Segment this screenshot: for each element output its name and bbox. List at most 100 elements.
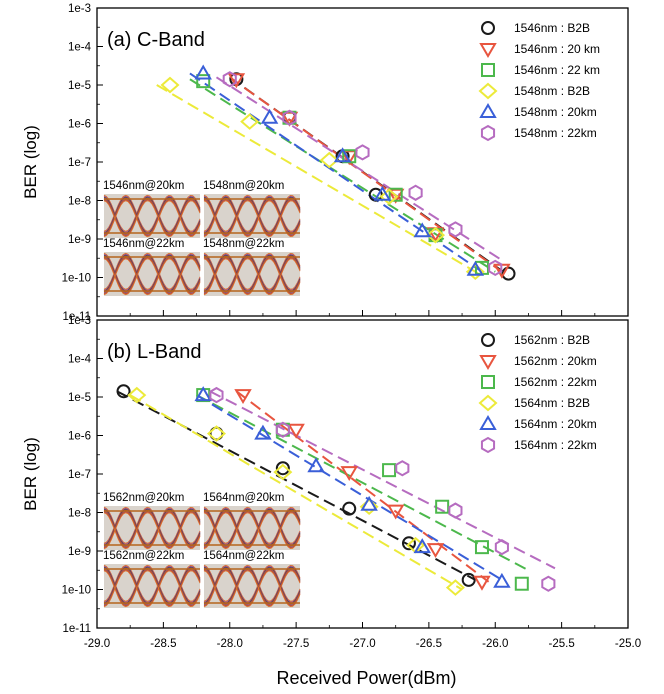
eye-diagram: [103, 252, 201, 296]
fit-line: [215, 76, 503, 262]
legend-marker: [481, 333, 495, 347]
legend-marker: [479, 415, 497, 430]
data-point: [355, 144, 370, 161]
eye-diagram-label: 1564nm@22km: [203, 550, 284, 562]
legend-label: 1548nm : B2B: [514, 84, 590, 98]
eye-diagram: [203, 506, 301, 550]
panel-title: (b) L-Band: [107, 341, 202, 363]
legend-label: 1564nm : 22km: [514, 438, 597, 452]
y-tick-label: 1e-3: [68, 3, 91, 15]
data-point: [465, 263, 485, 281]
y-tick-label: 1e-4: [68, 42, 92, 54]
data-point: [445, 579, 465, 596]
data-point: [388, 187, 403, 202]
data-point: [541, 575, 556, 592]
data-point: [426, 543, 445, 559]
legend-label: 1564nm : 20km: [514, 417, 597, 431]
legend-marker: [479, 355, 497, 370]
data-point: [273, 463, 293, 481]
y-tick-label: 1e-4: [68, 354, 92, 366]
panel-l-band: 1e-3 1e-4 1e-5 1e-6 1e-7 1e-8 1e-9 1e-10 1e-11 BE…: [21, 315, 629, 635]
data-point: [379, 188, 399, 205]
data-point: [234, 389, 252, 405]
eye-diagram: [203, 194, 301, 238]
fit-line: [189, 72, 483, 273]
eye-diagram: [203, 252, 301, 296]
y-tick-label: 1e-6: [68, 431, 91, 443]
data-point: [196, 74, 211, 89]
legend-label: 1562nm : 20km: [514, 354, 597, 368]
data-point: [473, 575, 491, 591]
data-point: [488, 259, 503, 277]
x-tick-label: -27.5: [283, 638, 309, 650]
y-tick-label: 1e-11: [62, 311, 91, 323]
data-point: [466, 260, 485, 276]
data-point: [373, 185, 392, 201]
eye-diagram-trace: [103, 258, 201, 296]
legend-marker: [479, 103, 497, 118]
legend-marker: [481, 375, 495, 389]
y-tick-label: 1e-7: [68, 157, 91, 169]
legend-marker: [481, 63, 495, 77]
data-point: [386, 504, 405, 520]
x-tick-label: -25.5: [549, 638, 575, 650]
legend-label: 1546nm : 22 km: [514, 63, 600, 77]
panel-c-band: 1e-3 1e-4 1e-5 1e-6 1e-7 1e-8 1e-9 1e-10 1e-11 BE…: [21, 3, 629, 323]
data-point: [222, 71, 237, 88]
eye-diagram: [103, 564, 201, 608]
eye-diagram-trace: [203, 258, 301, 296]
y-axis-label: BER (log): [21, 125, 40, 199]
data-point: [401, 536, 416, 551]
data-point: [275, 461, 290, 476]
legend-marker: [478, 82, 498, 100]
y-tick-label: 1e-9: [68, 546, 91, 558]
y-axis-label: BER (log): [21, 437, 40, 511]
legend-marker: [480, 436, 496, 454]
eye-diagram: [203, 564, 301, 608]
legend-label: 1548nm : 20km: [514, 105, 597, 119]
fit-line: [209, 390, 556, 570]
eye-diagram-trace: [203, 512, 301, 550]
y-tick-label: 1e-6: [68, 119, 91, 131]
data-point: [448, 502, 463, 519]
y-tick-label: 1e-7: [68, 469, 91, 481]
data-point: [227, 73, 246, 89]
eye-diagram: [103, 506, 201, 550]
eye-diagram-label: 1548nm@22km: [203, 238, 284, 250]
y-tick-label: 1e-10: [62, 585, 91, 597]
y-tick-label: 1e-5: [68, 80, 91, 92]
fit-line: [116, 390, 476, 581]
eye-diagram-trace: [103, 570, 201, 608]
data-point: [287, 423, 305, 439]
data-point: [307, 457, 325, 473]
data-point: [340, 466, 358, 482]
x-tick-label: -26.5: [416, 638, 442, 650]
y-tick-label: 1e-11: [62, 623, 91, 635]
x-tick-label: -28.0: [217, 638, 243, 650]
data-point: [254, 424, 272, 440]
data-point: [425, 226, 446, 244]
x-tick-label: -25.0: [615, 638, 641, 650]
data-point: [206, 425, 226, 442]
data-point: [514, 576, 529, 591]
data-point: [127, 386, 147, 404]
data-point: [435, 499, 450, 514]
legend-marker: [479, 43, 497, 58]
data-point: [209, 386, 224, 404]
data-point: [194, 386, 212, 402]
fit-line: [189, 78, 496, 273]
data-point: [260, 108, 279, 124]
data-point: [194, 64, 212, 80]
data-point: [413, 538, 431, 554]
data-point: [282, 109, 297, 126]
legend-label: 1562nm : 22km: [514, 375, 597, 389]
legend-label: 1548nm : 22km: [514, 126, 597, 140]
fit-line: [196, 394, 503, 581]
y-tick-label: 1e-5: [68, 392, 91, 404]
eye-diagram: [103, 194, 201, 238]
panel-title: (a) C-Band: [107, 29, 205, 51]
data-point: [448, 221, 463, 238]
data-point: [319, 151, 339, 169]
eye-diagram-label: 1562nm@22km: [103, 550, 184, 562]
